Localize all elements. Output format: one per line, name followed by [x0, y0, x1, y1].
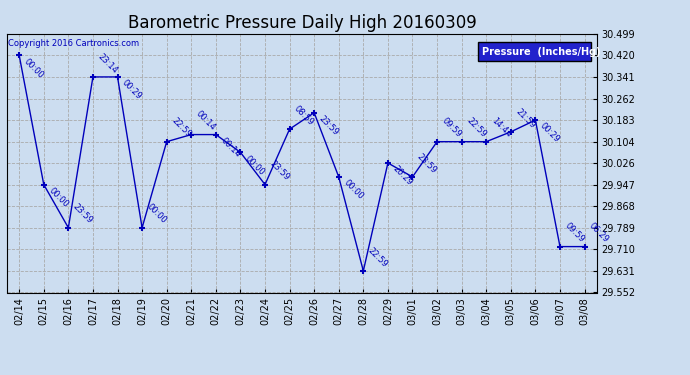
Text: 00:14: 00:14: [219, 136, 242, 159]
FancyBboxPatch shape: [477, 42, 591, 61]
Text: 14:44: 14:44: [489, 117, 513, 140]
Text: 23:59: 23:59: [71, 202, 95, 226]
Text: 20:29: 20:29: [391, 164, 414, 188]
Text: 23:59: 23:59: [415, 152, 439, 175]
Text: Pressure  (Inches/Hg): Pressure (Inches/Hg): [482, 46, 601, 57]
Text: 06:29: 06:29: [587, 221, 611, 245]
Text: 00:00: 00:00: [47, 186, 70, 209]
Text: 00:00: 00:00: [244, 154, 266, 177]
Text: 00:00: 00:00: [342, 178, 365, 201]
Text: 00:00: 00:00: [22, 57, 46, 80]
Text: 09:59: 09:59: [440, 117, 463, 140]
Text: 00:29: 00:29: [121, 78, 144, 101]
Text: Copyright 2016 Cartronics.com: Copyright 2016 Cartronics.com: [8, 39, 139, 48]
Text: 22:59: 22:59: [464, 117, 488, 140]
Text: 23:59: 23:59: [317, 114, 340, 137]
Text: 00:14: 00:14: [194, 110, 217, 132]
Text: 00:29: 00:29: [538, 122, 562, 144]
Text: 22:59: 22:59: [170, 117, 193, 140]
Text: 22:59: 22:59: [366, 246, 389, 269]
Title: Barometric Pressure Daily High 20160309: Barometric Pressure Daily High 20160309: [128, 14, 476, 32]
Text: 09:59: 09:59: [563, 221, 586, 245]
Text: 08:59: 08:59: [293, 104, 316, 127]
Text: 00:00: 00:00: [145, 202, 168, 226]
Text: 21:59: 21:59: [514, 106, 537, 130]
Text: 23:14: 23:14: [96, 52, 119, 75]
Text: 23:59: 23:59: [268, 159, 291, 183]
